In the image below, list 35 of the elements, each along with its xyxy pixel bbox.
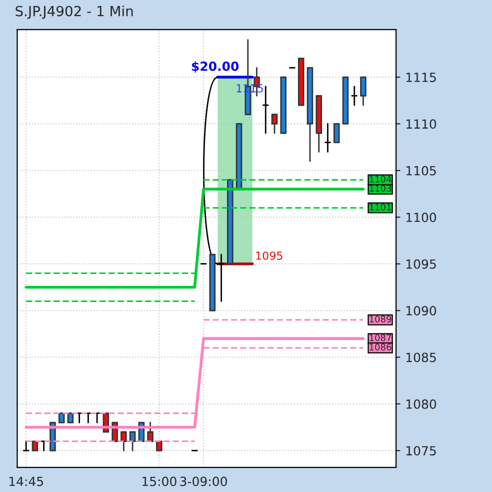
y-tick-label: 1085	[406, 352, 436, 362]
data-label: 1087	[370, 334, 391, 342]
y-tick-label: 1110	[406, 119, 436, 129]
y-tick-label: 1075	[406, 446, 436, 456]
annotation: $20.00	[192, 61, 239, 73]
data-label: 1103	[370, 184, 392, 192]
data-label: 1089	[370, 316, 392, 323]
candlestick	[120, 431, 127, 452]
candlestick	[147, 422, 154, 442]
candlestick	[262, 86, 269, 134]
data-label: 1104	[370, 176, 392, 182]
candlestick	[271, 114, 278, 134]
y-tick-label: 1100	[406, 212, 436, 222]
candlestick	[351, 86, 358, 106]
candlestick	[22, 440, 30, 452]
chart-title: S.JP.J4902 - 1 Min	[16, 6, 133, 19]
candlestick	[67, 412, 74, 424]
candlestick	[324, 123, 331, 153]
candlestick	[360, 76, 366, 106]
annotation: 1115	[236, 84, 263, 92]
candlestick	[333, 123, 340, 144]
y-tick-label: 1095	[406, 259, 436, 269]
data-label: 1086	[370, 344, 392, 351]
y-tick-label: 1090	[406, 306, 436, 316]
y-tick-label: 1080	[406, 399, 436, 409]
annotation: 1095	[256, 251, 282, 260]
y-tick-label: 1115	[406, 72, 436, 82]
x-tick-label: 3-09:00	[180, 476, 227, 486]
x-tick-label: 15:00	[142, 476, 176, 486]
x-tick-label: 14:45	[9, 476, 44, 486]
data-label: 1101	[370, 204, 391, 210]
candlestick	[32, 440, 38, 452]
y-tick-label: 1105	[406, 166, 436, 176]
candlestick	[58, 412, 65, 424]
candlestick	[129, 431, 136, 452]
